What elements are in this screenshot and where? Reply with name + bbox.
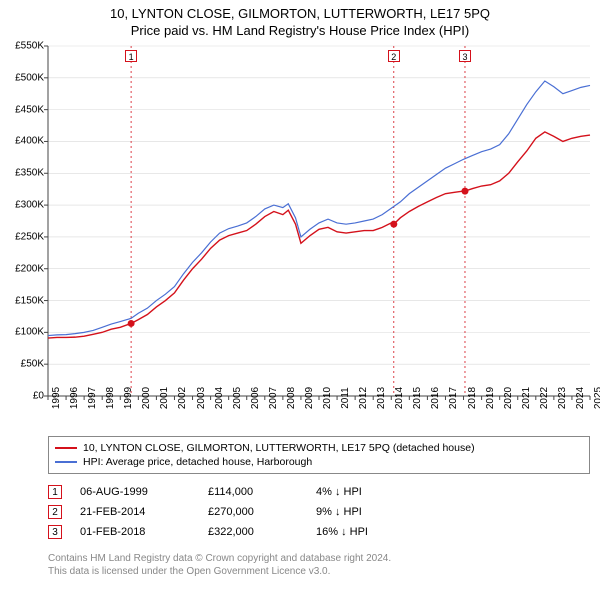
legend-label: HPI: Average price, detached house, Harb… [83,456,312,468]
x-tick-label: 2024 [575,387,586,409]
x-tick-label: 2012 [358,387,369,409]
y-tick-label: £100K [15,327,44,338]
chart-titles: 10, LYNTON CLOSE, GILMORTON, LUTTERWORTH… [0,0,600,38]
x-tick-label: 1996 [69,387,80,409]
legend-item: HPI: Average price, detached house, Harb… [55,455,583,469]
sale-price: £270,000 [208,506,298,518]
x-tick-label: 2001 [159,387,170,409]
x-tick-label: 2015 [412,387,423,409]
y-tick-label: £400K [15,136,44,147]
legend-swatch [55,461,77,463]
y-tick-label: £200K [15,263,44,274]
x-tick-label: 2008 [286,387,297,409]
x-tick-label: 2004 [214,387,225,409]
y-tick-label: £500K [15,72,44,83]
x-tick-label: 2002 [177,387,188,409]
sales-row: 2 21-FEB-2014 £270,000 9% ↓ HPI [48,502,590,522]
x-tick-label: 2021 [521,387,532,409]
legend-label: 10, LYNTON CLOSE, GILMORTON, LUTTERWORTH… [83,442,475,454]
x-tick-label: 2016 [430,387,441,409]
x-tick-label: 2005 [232,387,243,409]
y-tick-label: £0 [33,391,44,402]
y-tick-label: £250K [15,231,44,242]
legend: 10, LYNTON CLOSE, GILMORTON, LUTTERWORTH… [48,436,590,474]
x-tick-label: 2014 [394,387,405,409]
x-tick-label: 2022 [539,387,550,409]
x-tick-label: 2017 [448,387,459,409]
sale-delta: 16% ↓ HPI [316,526,406,538]
x-tick-label: 2000 [141,387,152,409]
footer-line: This data is licensed under the Open Gov… [48,565,590,578]
sale-delta: 4% ↓ HPI [316,486,406,498]
chart-container: 10, LYNTON CLOSE, GILMORTON, LUTTERWORTH… [0,0,600,578]
sale-marker-box: 3 [48,525,62,539]
x-tick-label: 2010 [322,387,333,409]
x-tick-label: 2023 [557,387,568,409]
x-tick-label: 2025 [593,387,600,409]
x-tick-label: 2009 [304,387,315,409]
sales-row: 1 06-AUG-1999 £114,000 4% ↓ HPI [48,482,590,502]
y-axis: £0£50K£100K£150K£200K£250K£300K£350K£400… [4,46,44,396]
x-tick-label: 2006 [250,387,261,409]
sale-date: 01-FEB-2018 [80,526,190,538]
footer-line: Contains HM Land Registry data © Crown c… [48,552,590,565]
footer-attribution: Contains HM Land Registry data © Crown c… [48,552,590,578]
sale-price: £322,000 [208,526,298,538]
sales-row: 3 01-FEB-2018 £322,000 16% ↓ HPI [48,522,590,542]
plot-area: £0£50K£100K£150K£200K£250K£300K£350K£400… [48,46,590,396]
x-tick-label: 1997 [87,387,98,409]
y-tick-label: £50K [21,359,44,370]
sale-marker-box: 1 [125,50,137,62]
plot-svg [48,46,590,396]
x-tick-label: 2003 [196,387,207,409]
x-tick-label: 2019 [485,387,496,409]
sale-date: 06-AUG-1999 [80,486,190,498]
sale-marker-box: 3 [459,50,471,62]
sale-delta: 9% ↓ HPI [316,506,406,518]
y-tick-label: £300K [15,200,44,211]
sales-table: 1 06-AUG-1999 £114,000 4% ↓ HPI 2 21-FEB-2014… [48,482,590,542]
x-tick-label: 1999 [123,387,134,409]
y-tick-label: £150K [15,295,44,306]
x-tick-label: 1995 [51,387,62,409]
sale-date: 21-FEB-2014 [80,506,190,518]
x-tick-label: 2013 [376,387,387,409]
legend-swatch [55,447,77,449]
x-tick-label: 2007 [268,387,279,409]
sale-marker-box: 2 [48,505,62,519]
y-tick-label: £450K [15,104,44,115]
sale-price: £114,000 [208,486,298,498]
chart-subtitle: Price paid vs. HM Land Registry's House … [0,23,600,38]
x-tick-label: 1998 [105,387,116,409]
sale-marker-box: 1 [48,485,62,499]
chart-title: 10, LYNTON CLOSE, GILMORTON, LUTTERWORTH… [0,6,600,21]
x-tick-label: 2011 [340,387,351,409]
x-tick-label: 2018 [467,387,478,409]
y-tick-label: £350K [15,168,44,179]
x-axis: 1995199619971998199920002001200220032004… [48,396,590,430]
sale-marker-box: 2 [388,50,400,62]
legend-item: 10, LYNTON CLOSE, GILMORTON, LUTTERWORTH… [55,441,583,455]
x-tick-label: 2020 [503,387,514,409]
y-tick-label: £550K [15,41,44,52]
